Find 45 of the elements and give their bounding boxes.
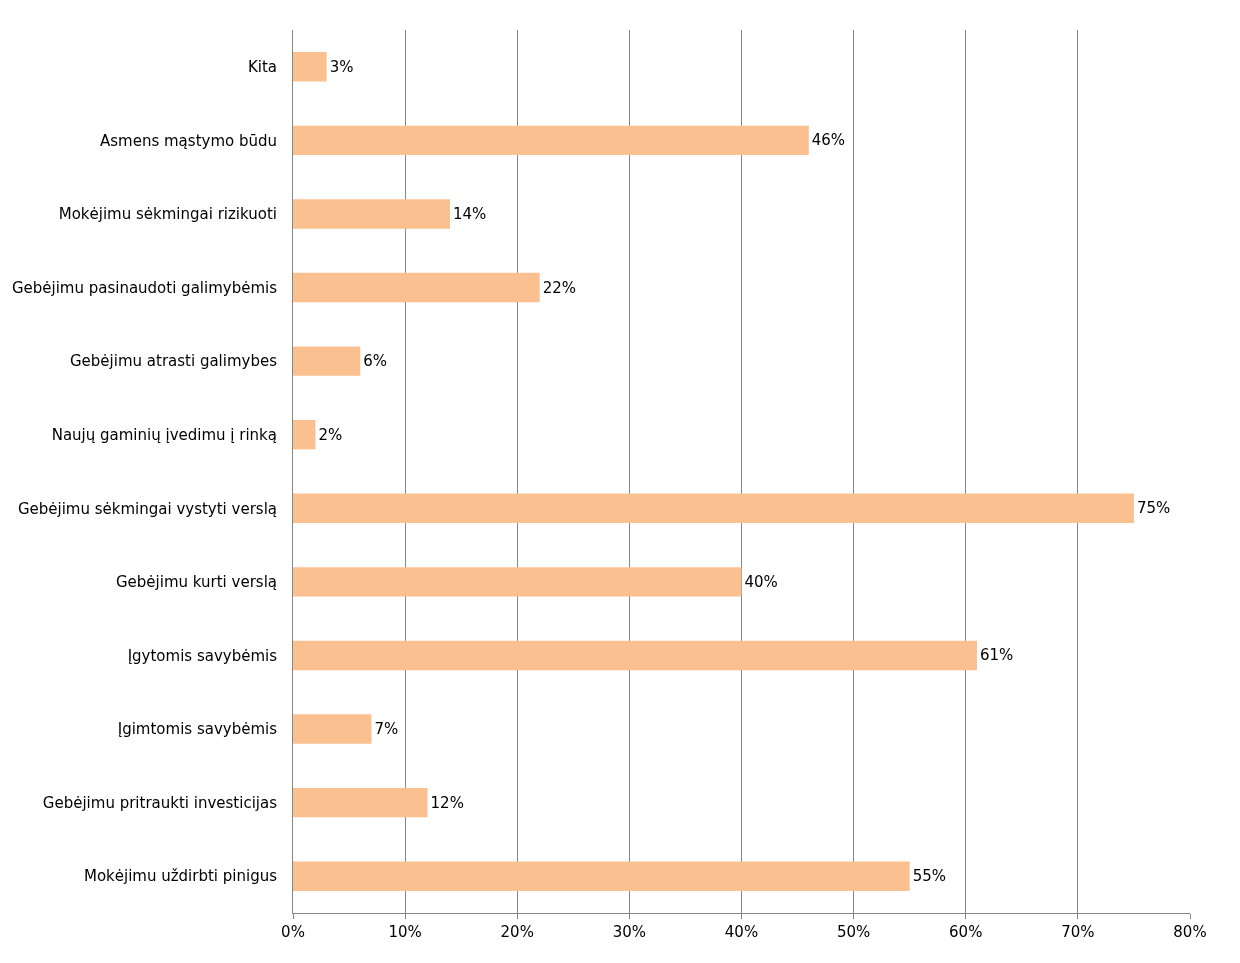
data-label: 3% [329,57,354,76]
bar [293,346,361,376]
bar [293,419,316,450]
data-label: 12% [430,793,464,812]
x-tick-label: 0% [281,923,305,941]
data-label: 2% [318,425,343,444]
y-tick-label: Įgimtomis savybėmis [117,720,278,739]
bar [293,493,1134,524]
y-tick-label: Gebėjimu sėkmingai vystyti verslą [17,499,277,518]
data-label: 46% [811,131,846,150]
bar [293,199,450,229]
data-label: 75% [1136,499,1171,518]
x-tick-label: 40% [724,923,759,941]
x-tick-label: 20% [500,923,534,941]
data-label: 40% [744,572,778,591]
x-tick-label: 50% [836,923,871,941]
bar [293,272,540,303]
y-tick-label: Gebėjimu atrasti galimybes [70,352,278,371]
data-label: 55% [912,867,947,886]
x-tick-label: 30% [612,923,647,941]
y-tick-label: Gebėjimu pasinaudoti galimybėmis [11,278,278,297]
x-tick-label: 70% [1061,923,1095,941]
bar [293,640,977,671]
y-tick-label: Asmens mąstymo būdu [100,131,277,150]
y-tick-label: Gebėjimu pritraukti investicijas [42,793,278,812]
bar [293,861,910,891]
y-tick-label: Kita [247,58,277,77]
y-tick-label: Naujų gaminių įvedimu į rinką [51,425,277,444]
data-label: 22% [542,278,577,297]
y-tick-label: Įgytomis savybėmis [127,646,278,665]
bar [293,125,809,156]
data-label: 6% [363,352,388,371]
y-tick-label: Gebėjimu kurti verslą [116,573,277,592]
x-tick-label: 10% [388,923,422,941]
y-tick-label: Mokėjimu sėkmingai rizikuoti [58,205,277,224]
x-tick-label: 80% [1173,923,1207,941]
bar [293,52,327,82]
data-label: 61% [979,646,1014,665]
bar [293,567,742,597]
x-tick-label: 60% [949,923,983,941]
bar [293,714,372,744]
bar [293,787,428,818]
data-label: 7% [374,720,399,739]
data-label: 14% [452,204,487,223]
y-tick-label: Mokėjimu uždirbti pinigus [83,867,278,886]
